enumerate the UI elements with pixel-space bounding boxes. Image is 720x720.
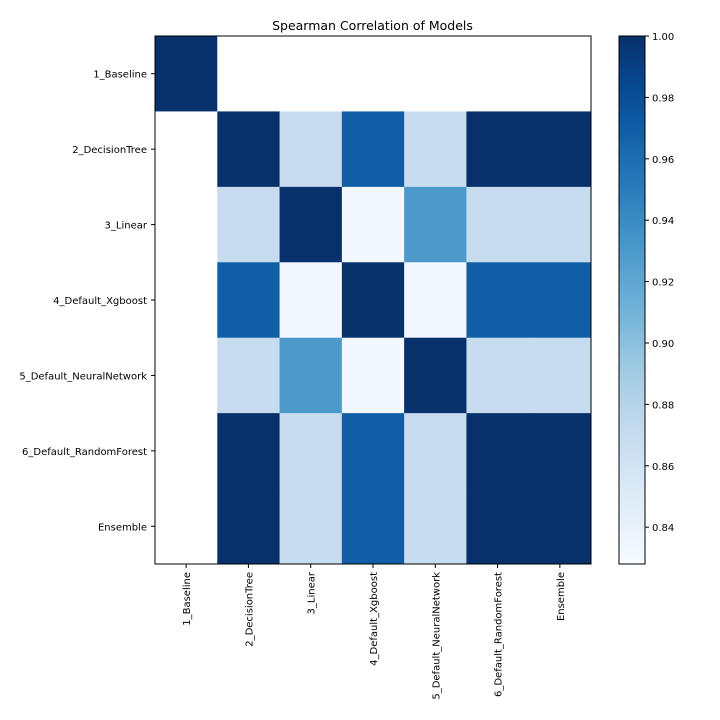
y-tick-label: 1_Baseline — [93, 70, 147, 81]
y-tick-labels: 1_Baseline 2_DecisionTree 3_Linear 4_Defaul… — [19, 70, 155, 533]
heatmap-cell — [466, 36, 530, 112]
heatmap-cell — [217, 111, 280, 188]
y-tick-label: 2_DecisionTree — [72, 145, 147, 156]
heatmap-cell — [217, 413, 280, 489]
heatmap-cell — [217, 36, 280, 112]
heatmap-cell — [341, 186, 405, 263]
x-tick-label: 3_Linear — [307, 571, 318, 614]
heatmap-cell — [528, 337, 592, 414]
heatmap-cell — [466, 186, 530, 263]
heatmap-cell — [341, 488, 405, 565]
x-tick-label: 6_Default_RandomForest — [494, 572, 505, 697]
heatmap-cell — [155, 413, 218, 489]
heatmap-cells — [155, 36, 592, 565]
plot-frame — [154, 35, 592, 565]
heatmap-cell — [279, 186, 343, 263]
colorbar-tick-label: 0.94 — [652, 216, 674, 227]
heatmap-cell — [279, 488, 343, 565]
heatmap-cell — [279, 337, 343, 414]
heatmap-cell — [155, 488, 218, 565]
heatmap-cell — [341, 111, 405, 188]
heatmap-cell — [341, 413, 405, 489]
heatmap-cell — [528, 186, 592, 263]
heatmap-cell — [155, 111, 218, 188]
heatmap-cell — [404, 36, 467, 112]
heatmap-cell — [404, 488, 467, 565]
heatmap-cell — [528, 262, 592, 339]
heatmap-cell — [528, 36, 592, 112]
y-tick-label: 6_Default_RandomForest — [22, 447, 147, 458]
colorbar-tick-label: 0.96 — [652, 155, 674, 166]
heatmap-cell — [341, 36, 405, 112]
heatmap-cell — [155, 337, 218, 414]
x-tick-label: 4_Default_Xgboost — [369, 572, 380, 666]
heatmap-cell — [528, 488, 592, 565]
heatmap-cell — [155, 262, 218, 339]
x-tick-labels: 1_Baseline 2_DecisionTree 3_Linear 4_Defaul… — [182, 564, 567, 700]
heatmap-cell — [466, 413, 530, 489]
x-tick-label: Ensemble — [556, 572, 567, 621]
heatmap-cell — [217, 337, 280, 414]
heatmap-cell — [466, 488, 530, 565]
heatmap-cell — [404, 337, 467, 414]
heatmap-cell — [341, 262, 405, 339]
heatmap-cell — [341, 337, 405, 414]
colorbar-tick-label: 0.92 — [652, 278, 674, 289]
heatmap-cell — [466, 262, 530, 339]
heatmap-cell — [404, 413, 467, 489]
colorbar — [618, 35, 646, 565]
colorbar-tick-label: 0.84 — [652, 523, 674, 534]
heatmap-cell — [279, 262, 343, 339]
x-tick-label: 1_Baseline — [182, 572, 193, 626]
colorbar-ticks: 0.84 0.86 0.88 0.90 0.92 0.94 0.96 0.98 1.00 — [645, 32, 674, 534]
heatmap-cell — [279, 111, 343, 188]
y-tick-label: 4_Default_Xgboost — [53, 296, 147, 307]
heatmap-cell — [528, 413, 592, 489]
y-tick-label: Ensemble — [98, 522, 147, 533]
heatmap-cell — [466, 337, 530, 414]
x-tick-label: 5_Default_NeuralNetwork — [431, 572, 442, 700]
colorbar-tick-label: 0.98 — [652, 93, 674, 104]
heatmap-cell — [404, 111, 467, 188]
heatmap-cell — [404, 262, 467, 339]
heatmap-cell — [217, 262, 280, 339]
heatmap-cell — [279, 413, 343, 489]
heatmap-cell — [217, 186, 280, 263]
heatmap-cell — [217, 488, 280, 565]
heatmap-cell — [528, 111, 592, 188]
heatmap-cell — [155, 186, 218, 263]
y-tick-label: 5_Default_NeuralNetwork — [19, 371, 147, 382]
heatmap-cell — [155, 36, 218, 112]
heatmap-cell — [279, 36, 343, 112]
chart-title: Spearman Correlation of Models — [272, 18, 473, 33]
heatmap-cell — [404, 186, 467, 263]
x-tick-label: 2_DecisionTree — [244, 572, 255, 647]
colorbar-tick-label: 0.88 — [652, 400, 674, 411]
y-tick-label: 3_Linear — [105, 221, 148, 232]
heatmap-cell — [466, 111, 530, 188]
colorbar-tick-label: 1.00 — [652, 32, 674, 43]
colorbar-tick-label: 0.90 — [652, 339, 674, 350]
colorbar-tick-label: 0.86 — [652, 462, 674, 473]
